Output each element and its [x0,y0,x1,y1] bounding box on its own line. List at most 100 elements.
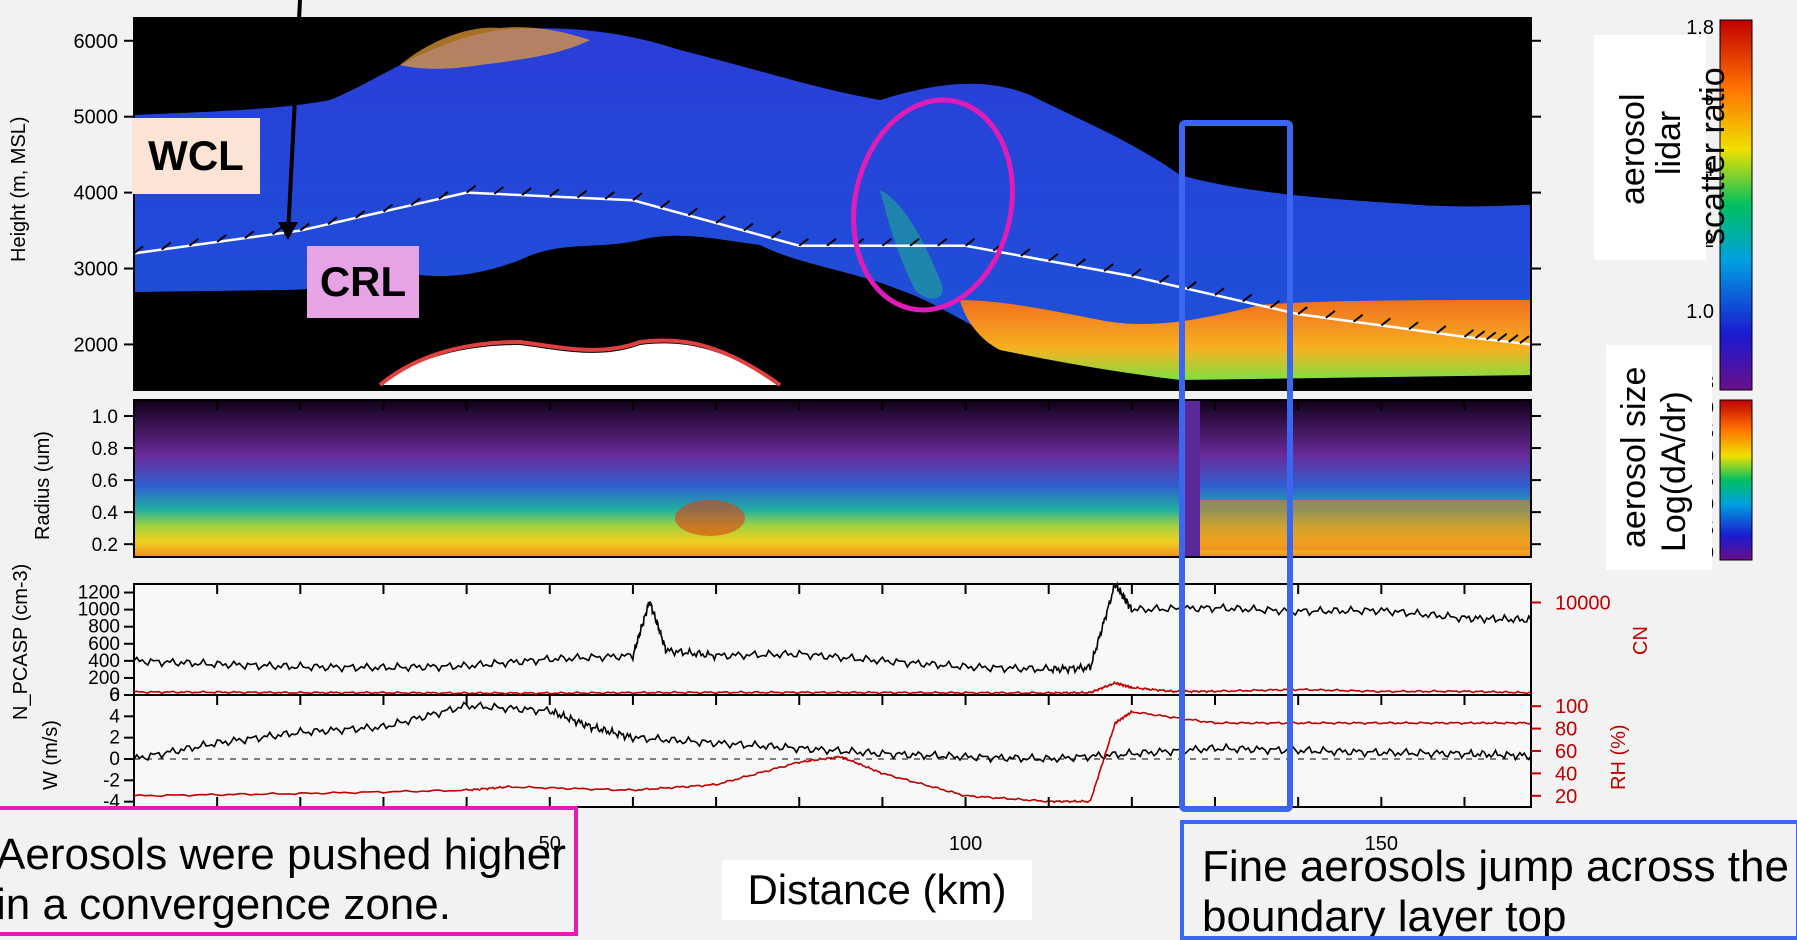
layer-hatch [826,237,837,247]
wcl-arrow-head [278,222,298,240]
layer-hatch [743,222,754,232]
particle-tick-label: 200 [88,668,120,689]
note-convergence-line2: in a convergence zone. [0,880,451,929]
note-convergence: Aerosols were pushed higher in a converg… [0,806,578,936]
layer-hatch [1474,330,1486,339]
height-tick-label: 3000 [74,259,119,281]
wind-tick-label: 2 [109,728,120,749]
layer-hatch [687,207,698,217]
rh-tick-label: 20 [1555,786,1577,808]
wind-ylabel: W (m/s) [40,720,62,790]
wind-series-1 [133,709,1532,804]
layer-hatch [1463,329,1475,338]
rh-tick-label: 100 [1555,696,1588,718]
layer-hatch [382,203,394,213]
radius-tick-label: 0.8 [92,439,118,460]
size-legend-panel [1606,345,1712,570]
height-tick-label: 4000 [74,183,119,205]
axis-tick-labels: 200030004000500060000.20.40.60.81.002004… [74,31,1611,855]
layer-hatch [1436,325,1447,334]
wind-tick-label: 4 [109,706,120,727]
layer-hatch [355,210,366,219]
layer-hatch [438,191,449,200]
particle-tick-label: 0 [109,685,120,706]
layer-hatch [521,187,532,196]
layer-hatch [133,245,144,255]
note-convergence-line1: Aerosols were pushed higher [0,830,566,879]
wind-tick-label: -2 [103,770,120,791]
layer-hatch [1020,248,1031,257]
lidar-panel-frame [133,17,1532,391]
lidar-panel [133,0,1532,390]
size-panel-frame [133,399,1532,558]
particle-panel-frame [133,583,1532,696]
layer-hatch [299,222,310,232]
size-panel-hotspot [675,500,745,536]
radius-tick-label: 0.2 [92,535,118,556]
particle-ylabel: N_PCASP (cm-3) [10,563,32,720]
layer-hatch [1242,293,1253,303]
layer-hatch [1325,310,1336,319]
cn-y2label: CN [1630,626,1652,655]
lidar-surface-rainbow [378,338,782,387]
layer-hatch [937,237,948,247]
size-ylabel: Radius (um) [32,431,54,540]
layer-hatch [909,237,920,247]
lidar-legend-title-1: aerosol [1614,93,1652,205]
layer-hatch [244,230,255,239]
layer-hatch [798,237,809,247]
rh-y2label: RH (%) [1608,724,1630,790]
layer-hatch [1269,299,1281,309]
x-tick-label: 50 [539,833,561,855]
radius-tick-label: 1.0 [92,407,118,428]
x-tick-label: 150 [1365,833,1398,855]
particle-tick-label: 600 [88,634,120,655]
size-panel-bl-band [1200,500,1531,550]
radius-tick-label: 0.6 [92,471,118,492]
scatter-colorbar-label: 1.0 [1686,301,1714,323]
note-boundary-jump: Fine aerosols jump across the boundary l… [1180,820,1797,940]
layer-hatch [632,192,643,201]
layer-hatch [576,189,588,199]
layer-hatch [1048,253,1059,262]
layer-hatch [715,215,726,224]
lidar-cloud-tops [400,27,590,69]
line-panels [133,581,1532,804]
layer-hatch [549,188,560,198]
height-tick-label: 6000 [74,31,119,53]
wind-tick-label: 0 [109,749,120,770]
radius-tick-label: 0.4 [92,503,119,524]
scatter-ratio-colorbar [1719,19,1753,391]
size-panel [134,400,1531,557]
lidar-legend-title-3: scatter ratio [1694,67,1732,245]
layer-hatch [271,226,283,236]
layer-hatch [1103,263,1114,272]
cn-tick-label: 10000 [1555,593,1611,615]
axis-ticks [124,18,1541,807]
layer-hatch [410,197,421,207]
layer-hatch [466,184,477,194]
wcl-label: WCL [132,118,260,194]
lidar-ylabel: Height (m, MSL) [8,116,30,262]
size-colorbar [1719,399,1753,561]
particle-series-0 [133,581,1532,676]
layer-hatch [1497,332,1508,342]
scatter-colorbar-label: 1.8 [1686,17,1714,39]
layer-hatch [1131,268,1142,277]
x-axis-label: Distance (km) [722,860,1032,920]
layer-hatch [1158,274,1170,284]
layer-hatch [1519,335,1530,344]
layer-hatch [964,237,976,247]
layer-hatch [161,241,172,251]
layer-hatch [1075,258,1087,267]
particle-tick-label: 1000 [78,600,120,621]
lidar-surface-layer [380,343,780,385]
layer-hatch [1352,313,1364,323]
figure: 200030004000500060000.20.40.60.81.002004… [74,0,1753,855]
rh-tick-label: 40 [1555,763,1577,785]
particle-tick-label: 1200 [78,583,120,604]
particle-tick-label: 400 [88,651,120,672]
wcl-arrow [286,0,302,236]
x-tick-label: 100 [949,833,982,855]
layer-hatch [881,237,893,247]
